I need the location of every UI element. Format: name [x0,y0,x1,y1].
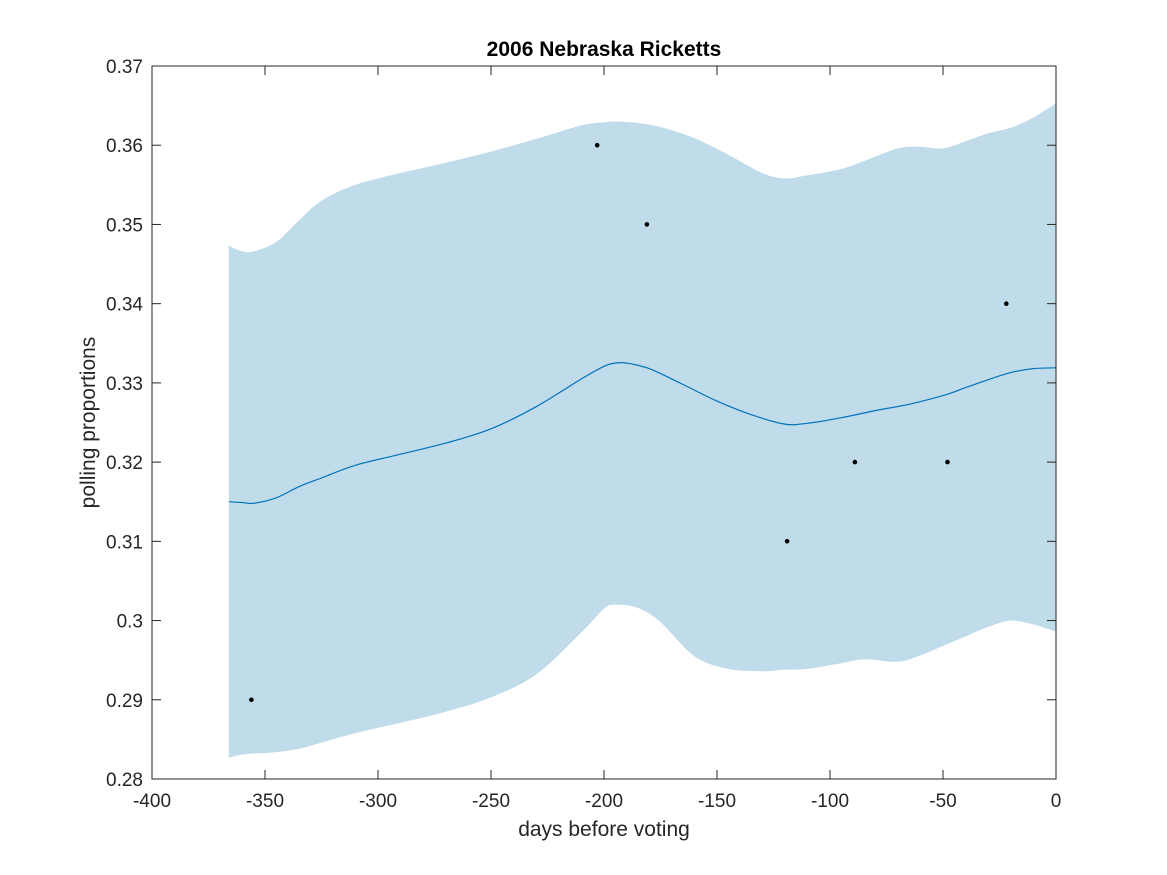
poll-point [594,142,600,148]
y-tick-label: 0.37 [106,57,143,78]
poll-point [644,222,650,227]
tick-labels: -400 -350 -300 -250 -200 -150 -100 -50 0 0.28 0.29… [106,57,1061,812]
y-tick-label: 0.31 [106,532,143,553]
x-tick-label: -50 [929,791,956,812]
confidence-band [228,103,1057,758]
x-tick-label: -350 [246,791,284,812]
trend-line-layer [228,361,1057,505]
poll-point [1004,301,1009,307]
poll-point [852,459,858,465]
y-tick-label: 0.28 [106,770,143,791]
x-tick-label: -300 [359,791,397,812]
y-tick-label: 0.3 [117,612,143,633]
poll-point [784,539,790,544]
y-tick-label: 0.34 [106,295,143,316]
y-tick-label: 0.33 [106,374,143,395]
poll-point [249,697,254,703]
x-axis-title: days before voting [518,818,690,841]
y-tick-label: 0.32 [106,453,143,474]
y-tick-label: 0.35 [106,215,143,236]
x-tick-label: -200 [585,791,623,812]
y-tick-label: 0.36 [106,136,143,157]
x-tick-label: -400 [133,791,171,812]
confidence-band-layer [228,103,1057,758]
x-tick-label: -150 [698,791,736,812]
chart-title: 2006 Nebraska Ricketts [487,38,722,61]
x-tick-label: -250 [472,791,510,812]
poll-point [945,459,950,465]
poll-points-layer [249,142,1009,703]
y-tick-label: 0.29 [106,691,143,712]
x-tick-label: 0 [1051,791,1062,812]
y-axis-title: polling proportions [77,337,100,509]
axes [151,65,1057,780]
x-tick-label: -100 [811,791,849,812]
trend-line [228,361,1057,505]
